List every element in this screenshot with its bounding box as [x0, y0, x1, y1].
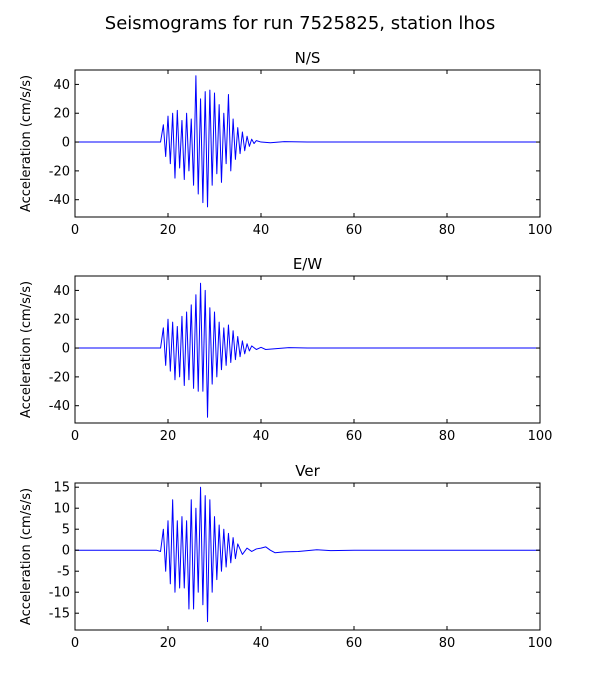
y-tick-label: 40 — [53, 284, 70, 299]
y-tick-label: 15 — [53, 481, 70, 496]
panel-0: N/S Acceleration (cm/s/s) 0 20 40 60 80 100 -40 -… — [19, 49, 552, 238]
y-tick-label: -10 — [49, 586, 70, 601]
axes-frame — [74, 69, 541, 218]
x-tick-label: 100 — [528, 429, 553, 444]
x-tick-label: 0 — [71, 223, 79, 238]
x-tick-label: 0 — [71, 636, 79, 651]
x-tick-label: 80 — [439, 223, 456, 238]
axes-frame — [74, 275, 541, 424]
y-tick-label: 10 — [53, 502, 70, 517]
y-tick-label: 0 — [62, 544, 70, 559]
series-line — [75, 282, 540, 418]
series-line — [75, 75, 540, 208]
y-axis-label: Acceleration (cm/s/s) — [19, 281, 34, 418]
x-tick-label: 40 — [253, 429, 270, 444]
y-tick-label: 20 — [53, 107, 70, 122]
y-tick-label: -20 — [49, 164, 70, 179]
y-tick-label: 5 — [62, 523, 70, 538]
y-tick-label: 0 — [62, 136, 70, 151]
axes-frame — [74, 482, 541, 631]
x-tick-label: 80 — [439, 636, 456, 651]
x-tick-label: 20 — [160, 429, 177, 444]
y-tick-label: 40 — [53, 78, 70, 93]
panel-title: N/S — [295, 49, 321, 67]
panel-title: E/W — [293, 255, 323, 273]
y-tick-label: -20 — [49, 370, 70, 385]
x-tick-label: 40 — [253, 636, 270, 651]
y-axis-label: Acceleration (cm/s/s) — [19, 75, 34, 212]
x-tick-label: 40 — [253, 223, 270, 238]
x-tick-label: 100 — [528, 636, 553, 651]
x-tick-label: 80 — [439, 429, 456, 444]
x-tick-label: 60 — [346, 223, 363, 238]
y-tick-label: 0 — [62, 342, 70, 357]
x-tick-label: 20 — [160, 223, 177, 238]
y-tick-label: -40 — [49, 399, 70, 414]
y-tick-label: -5 — [57, 565, 70, 580]
panel-title: Ver — [295, 462, 320, 480]
x-tick-label: 0 — [71, 429, 79, 444]
y-axis-label: Acceleration (cm/s/s) — [19, 488, 34, 625]
y-tick-label: -15 — [49, 607, 70, 622]
series-line — [75, 486, 540, 623]
panel-1: E/W Acceleration (cm/s/s) 0 20 40 60 80 100 -40 -… — [19, 255, 552, 444]
y-tick-label: -40 — [49, 193, 70, 208]
x-tick-label: 60 — [346, 636, 363, 651]
figure-title: Seismograms for run 7525825, station lho… — [105, 13, 495, 34]
x-tick-label: 100 — [528, 223, 553, 238]
y-tick-label: 20 — [53, 313, 70, 328]
x-tick-label: 20 — [160, 636, 177, 651]
x-tick-label: 60 — [346, 429, 363, 444]
